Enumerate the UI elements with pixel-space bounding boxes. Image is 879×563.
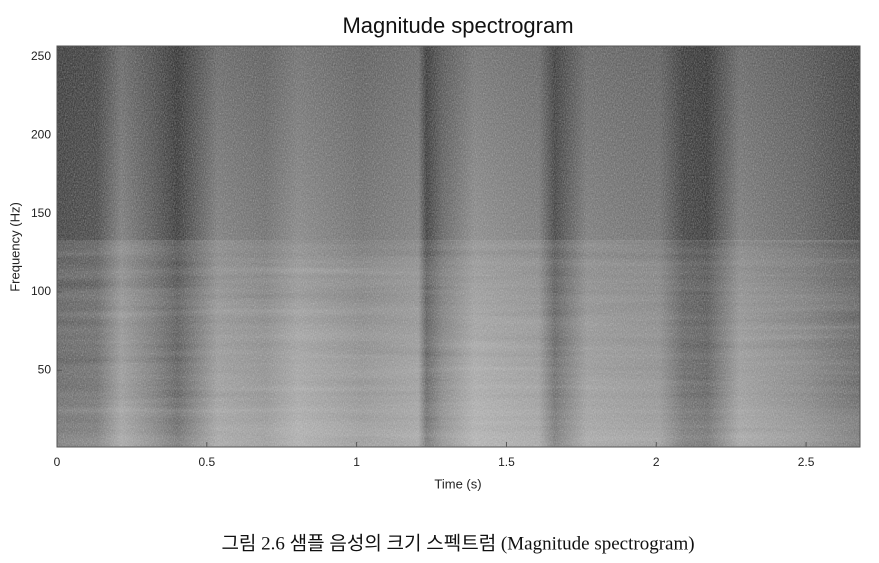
y-tick-label: 250 [31,49,51,63]
y-tick-label: 50 [38,362,52,376]
x-axis-label: Time (s) [434,476,481,491]
y-tick-label: 100 [31,284,51,298]
spectrogram-image [56,45,861,448]
noise-texture [57,46,860,447]
x-tick-label: 0 [54,455,61,469]
x-tick-label: 1.5 [498,455,515,469]
x-tick-label: 0.5 [198,455,215,469]
y-tick-label: 150 [31,206,51,220]
y-axis-label: Frequency (Hz) [7,202,22,292]
plot-frame [56,45,861,448]
x-tick-label: 2 [653,455,660,469]
y-tick-label: 200 [31,127,51,141]
figure-caption: 그림 2.6 샘플 음성의 크기 스펙트럼 (Magnitude spectro… [221,532,694,554]
x-tick-label: 2.5 [798,455,815,469]
chart-title: Magnitude spectrogram [342,13,573,38]
x-tick-label: 1 [353,455,360,469]
